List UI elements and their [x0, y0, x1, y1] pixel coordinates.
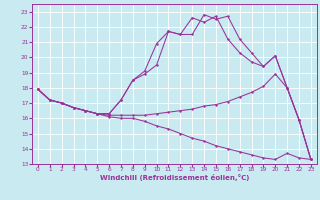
X-axis label: Windchill (Refroidissement éolien,°C): Windchill (Refroidissement éolien,°C) — [100, 174, 249, 181]
